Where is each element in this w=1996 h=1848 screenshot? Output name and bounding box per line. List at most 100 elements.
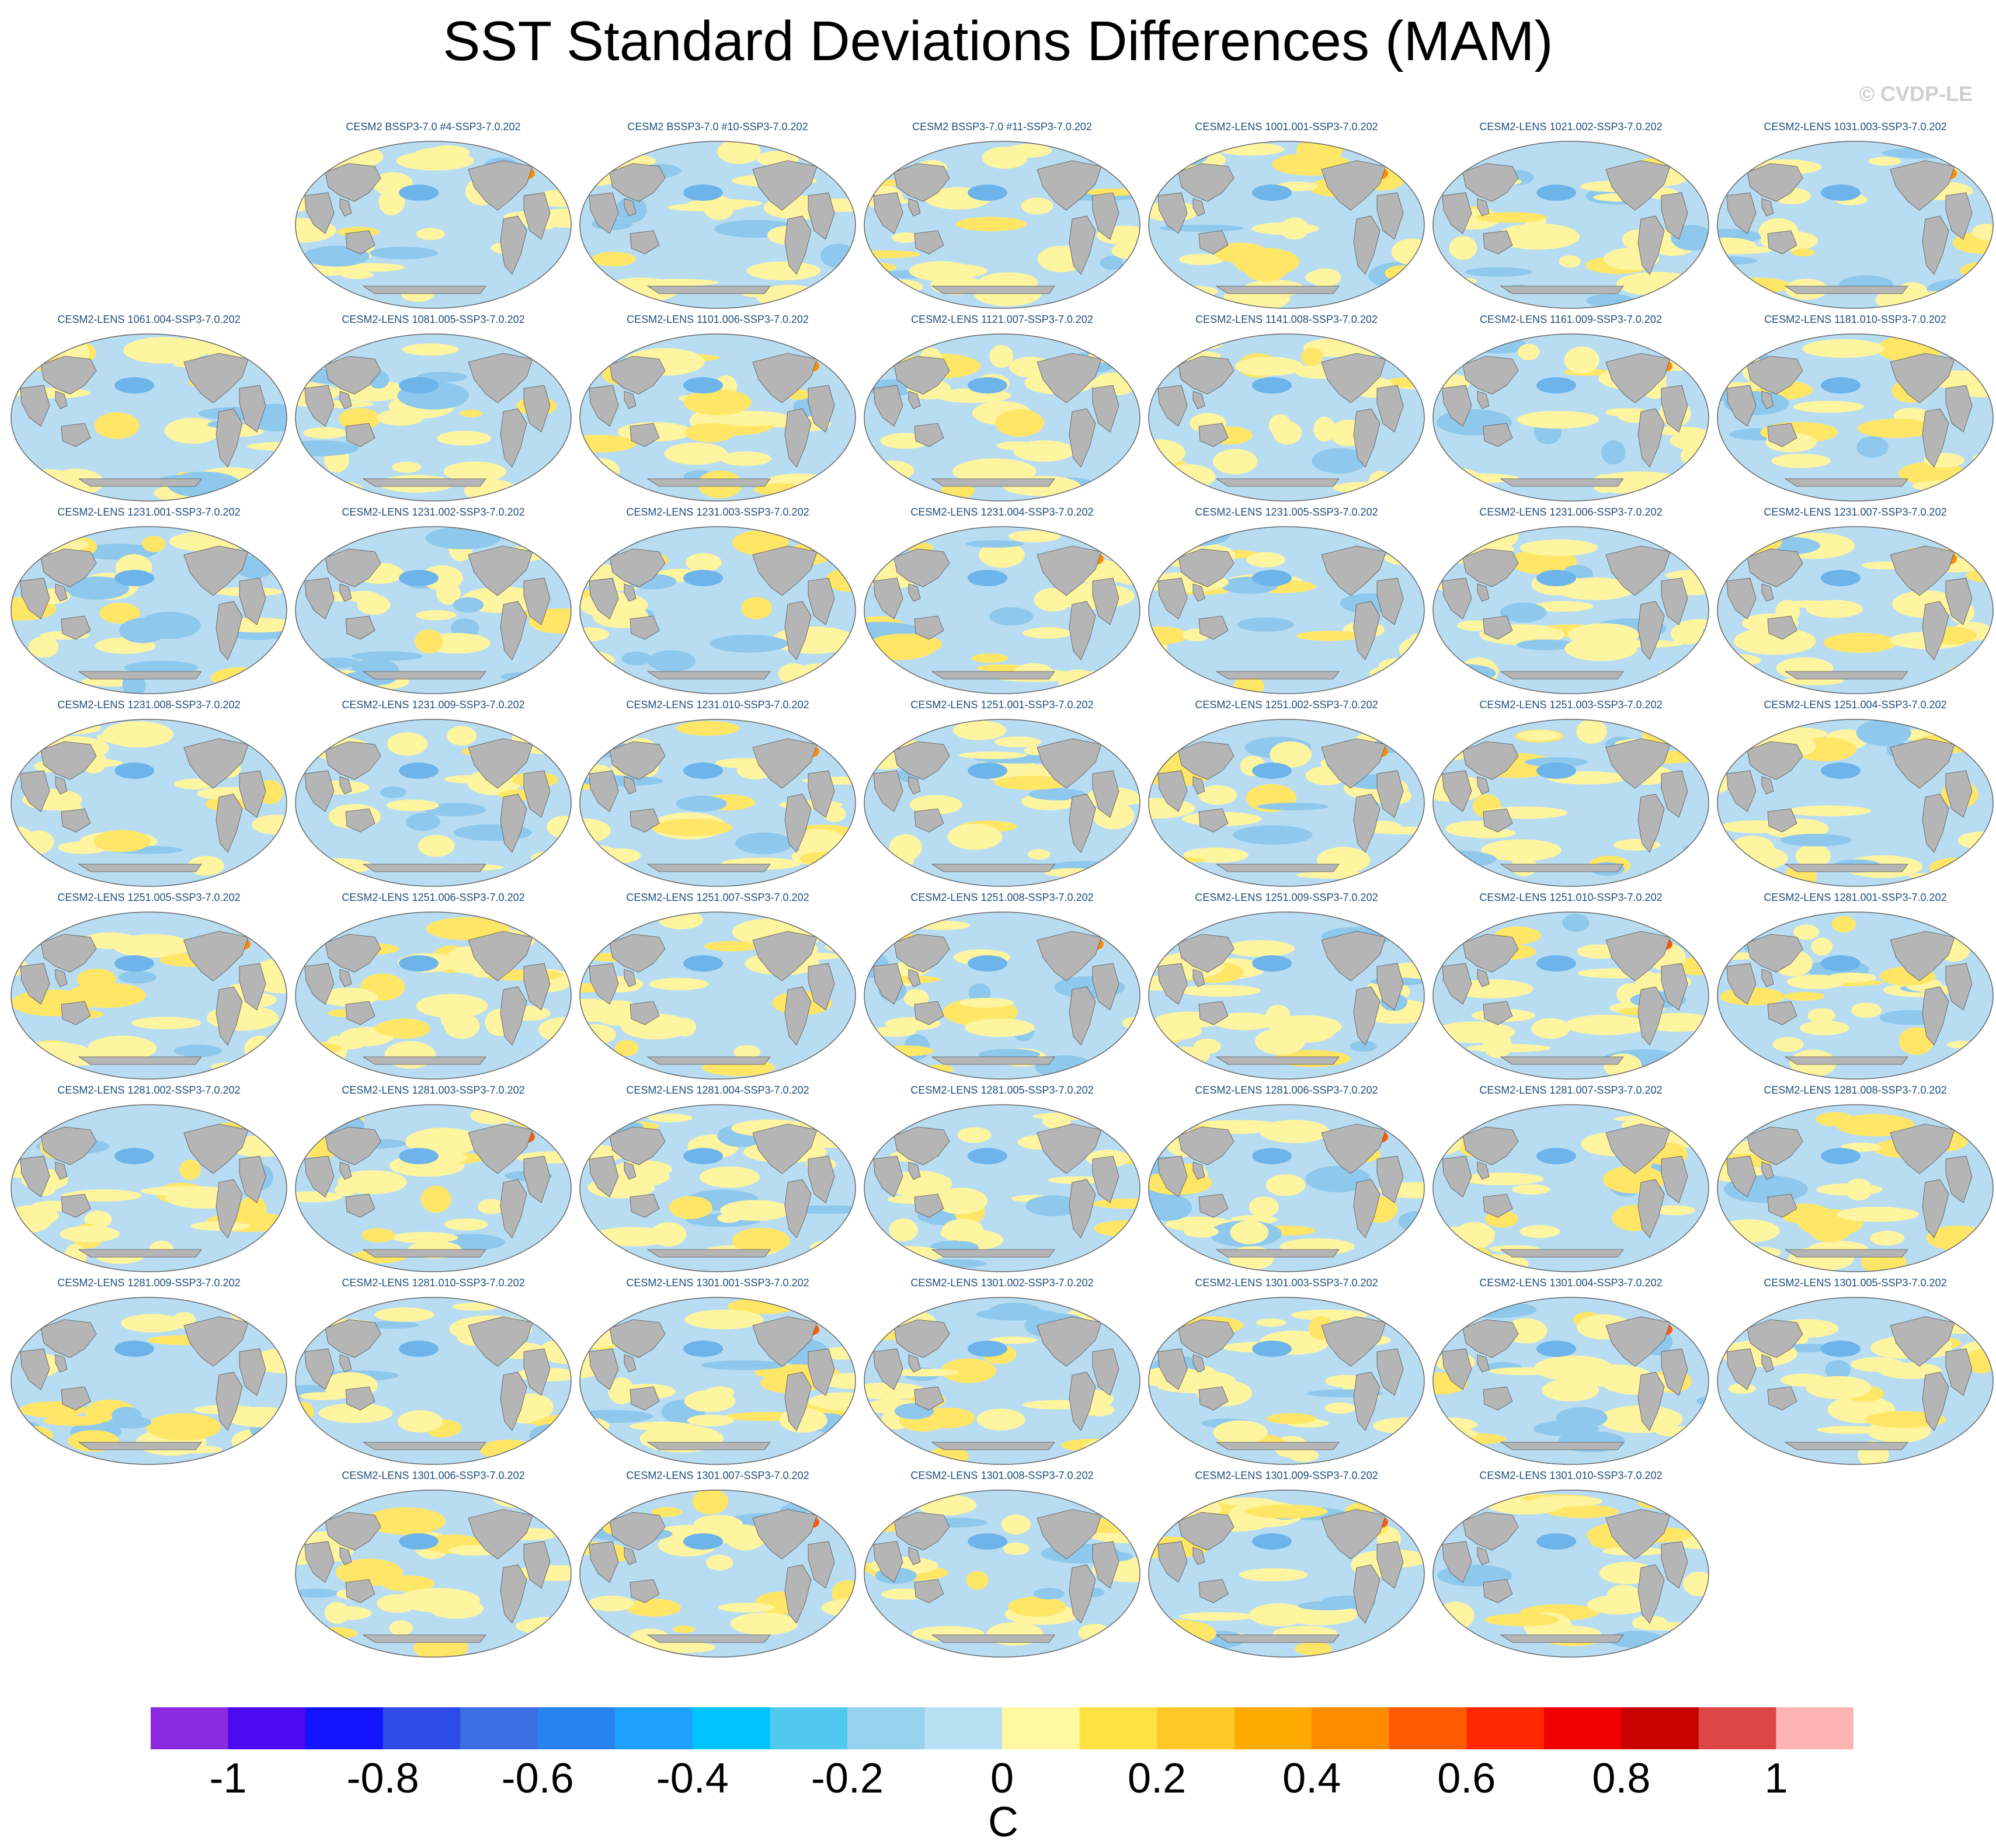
land-mass (589, 192, 619, 234)
map-outline (1432, 1104, 1709, 1272)
anomaly-blob (396, 1588, 481, 1613)
land-mass (630, 1001, 660, 1025)
land-mass (78, 1442, 202, 1450)
anomaly-coldspot (114, 955, 154, 972)
land-mass (589, 963, 619, 1005)
land-mass (1637, 1179, 1665, 1238)
land-mass (1747, 548, 1803, 587)
map-panel: CESM2-LENS 1231.006-SSP3-7.0.202 (1431, 506, 1711, 699)
land-mass (1157, 770, 1188, 812)
land-mass (914, 615, 944, 640)
land-mass (1890, 738, 1955, 789)
anomaly-blob (124, 660, 199, 675)
anomaly-coldspot (1252, 185, 1292, 201)
anomaly-blob (864, 530, 940, 541)
anomaly-blob (460, 409, 482, 417)
land-mass (1178, 934, 1235, 973)
panel-title: CESM2-LENS 1141.008-SSP3-7.0.202 (1195, 314, 1378, 325)
land-mass (1462, 1319, 1519, 1358)
land-mass (78, 864, 202, 872)
anomaly-blob (676, 721, 740, 736)
land-mass (20, 1156, 50, 1198)
anomaly-blob (420, 1186, 451, 1213)
anomaly-blob (892, 232, 919, 243)
credit-label: © CVDP-LE (1859, 82, 1973, 106)
land-mass (1726, 963, 1757, 1005)
anomaly-blob (1268, 414, 1292, 436)
land-mass (1784, 1056, 1908, 1065)
anomaly-blob (923, 264, 987, 278)
land-mass (914, 423, 944, 447)
anomaly-blob (580, 627, 610, 642)
map-panel-svg (579, 1104, 856, 1272)
anomaly-blob (303, 427, 347, 439)
anomaly-blob (446, 726, 477, 746)
land-mass (1376, 1541, 1404, 1589)
map-outline (1432, 333, 1709, 502)
anomaly-coldspot (968, 763, 1007, 779)
anomaly-blob (119, 970, 157, 984)
colorbar-segment (228, 1707, 306, 1749)
anomaly-blob (1616, 272, 1699, 296)
land-mass (908, 583, 921, 602)
land-mass (1605, 545, 1671, 596)
panel-title: CESM2-LENS 1301.005-SSP3-7.0.202 (1764, 1277, 1947, 1289)
colorbar-segment (305, 1707, 384, 1749)
anomaly-blob (1230, 1220, 1269, 1244)
land-mass (78, 1056, 202, 1065)
land-mass (784, 215, 812, 275)
anomaly-blob (295, 1614, 317, 1637)
land-mass (1477, 969, 1490, 987)
anomaly-blob (979, 542, 1025, 568)
land-mass (914, 1001, 944, 1025)
land-mass (752, 545, 818, 596)
map-panel: CESM2-LENS 1231.003-SSP3-7.0.202 (578, 506, 858, 699)
land-mass (1922, 215, 1949, 275)
map-outline (864, 1489, 1140, 1658)
land-mass (468, 160, 533, 211)
anomaly-blob (1305, 270, 1341, 285)
anomaly-coldspot (683, 1533, 723, 1550)
land-mass (630, 1193, 660, 1218)
anomaly-blob (1633, 1622, 1703, 1631)
anomaly-blob (701, 1360, 786, 1370)
anomaly-blob (179, 1159, 201, 1180)
map-outline (11, 911, 287, 1080)
land-mass (589, 1156, 619, 1198)
anomaly-blob (378, 189, 405, 215)
land-mass (1661, 385, 1688, 433)
anomaly-blob (260, 966, 287, 988)
land-mass (1761, 776, 1774, 795)
anomaly-coldspot (1536, 1148, 1576, 1164)
colorbar-segment (1312, 1707, 1390, 1749)
anomaly-blob (93, 830, 151, 852)
map-panel-svg (1148, 141, 1425, 309)
anomaly-blob (295, 347, 338, 364)
land-mass (630, 1579, 660, 1603)
map-outline (11, 333, 287, 502)
anomaly-blob (405, 1127, 482, 1156)
anomaly-blob (1772, 1037, 1804, 1052)
anomaly-coldspot (1536, 377, 1576, 394)
anomaly-blob (580, 434, 637, 453)
land-mass (624, 391, 637, 409)
anomaly-blob (730, 1612, 798, 1635)
map-panel: CESM2-LENS 1281.005-SSP3-7.0.202 (862, 1084, 1142, 1277)
anomaly-blob (1868, 156, 1901, 166)
anomaly-blob (903, 989, 929, 1007)
anomaly-blob (1518, 730, 1561, 741)
anomaly-blob (1674, 1439, 1709, 1457)
anomaly-blob (1726, 277, 1791, 294)
colorbar-segment (1157, 1707, 1235, 1749)
land-mass (1500, 864, 1624, 872)
map-outline (295, 719, 572, 887)
map-outline (864, 911, 1140, 1080)
anomaly-blob (84, 1210, 112, 1228)
land-mass (1192, 1354, 1205, 1373)
anomaly-blob (1434, 277, 1477, 285)
anomaly-blob (580, 1059, 616, 1075)
colorbar-segment (770, 1707, 848, 1749)
land-mass (931, 864, 1055, 872)
land-mass (1462, 934, 1519, 973)
land-mass (1321, 160, 1386, 211)
